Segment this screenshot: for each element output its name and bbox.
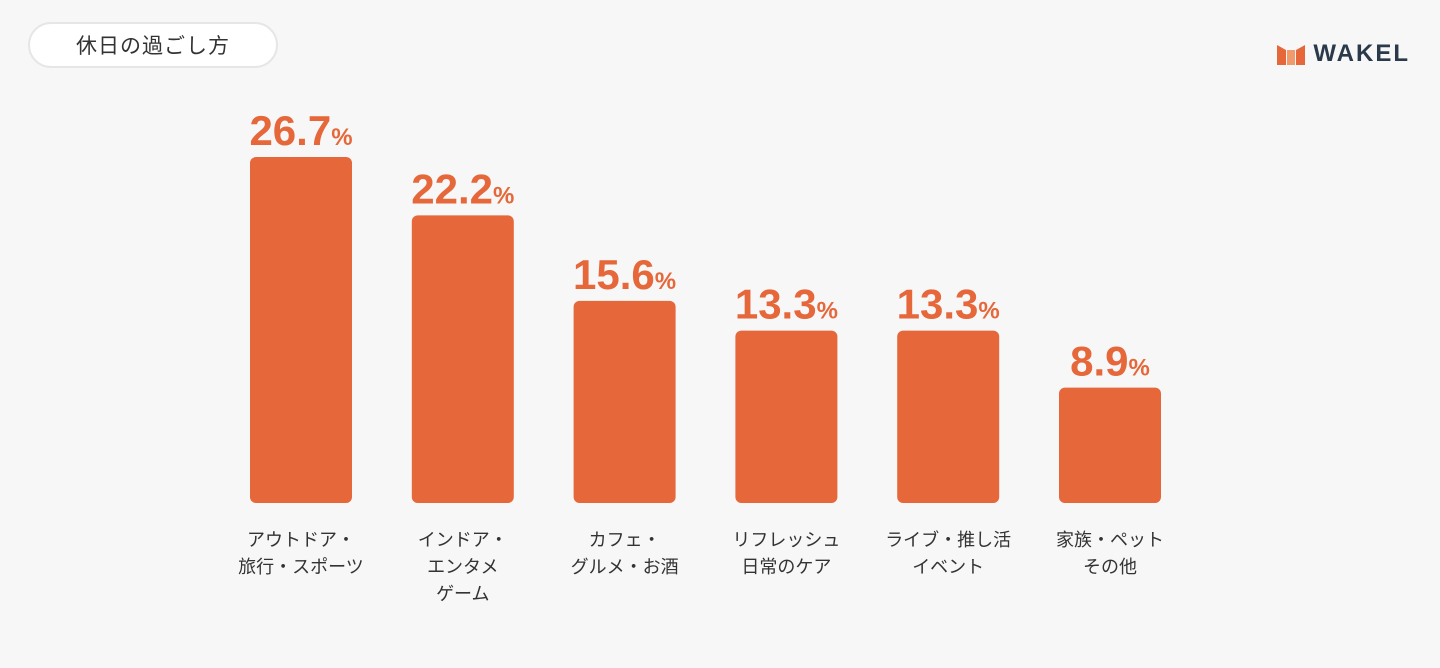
bar-4	[897, 330, 1000, 503]
category-label-4-0: ライブ・推し活	[885, 529, 1011, 551]
value-label-3: 13.3%	[735, 281, 838, 328]
bar-1	[411, 215, 514, 503]
category-label-4-1: イベント	[912, 557, 984, 578]
category-label-1-2: ゲーム	[436, 584, 489, 605]
bar-2	[573, 300, 676, 503]
bar-0	[250, 157, 352, 503]
wakel-logo-icon	[1277, 45, 1306, 65]
value-label-0: 26.7%	[249, 107, 352, 154]
value-label-5: 8.9%	[1070, 338, 1150, 385]
category-label-0-1: 旅行・スポーツ	[238, 557, 364, 578]
category-label-1-0: インドア・	[418, 530, 508, 551]
category-label-3-0: リフレッシュ	[732, 530, 840, 551]
category-label-2-0: カフェ・	[589, 530, 661, 551]
page-title: 休日の過ごし方	[76, 34, 230, 58]
category-label-2-1: グルメ・お酒	[571, 557, 679, 578]
brand-name: WAKEL	[1313, 40, 1410, 67]
category-label-0-0: アウトドア・	[247, 530, 355, 551]
chart-title-pill: 休日の過ごし方	[28, 22, 278, 68]
category-label-1-1: エンタメ	[427, 557, 498, 578]
bar-3	[735, 330, 838, 503]
category-label-3-1: 日常のケア	[741, 557, 831, 578]
value-label-4: 13.3%	[897, 281, 1000, 328]
category-label-5-0: 家族・ペット	[1056, 530, 1164, 551]
value-label-2: 15.6%	[573, 251, 676, 298]
bar-5	[1059, 387, 1161, 503]
category-label-5-1: その他	[1083, 557, 1137, 578]
value-label-1: 22.2%	[411, 165, 514, 212]
brand-logo: WAKEL	[1277, 40, 1410, 68]
